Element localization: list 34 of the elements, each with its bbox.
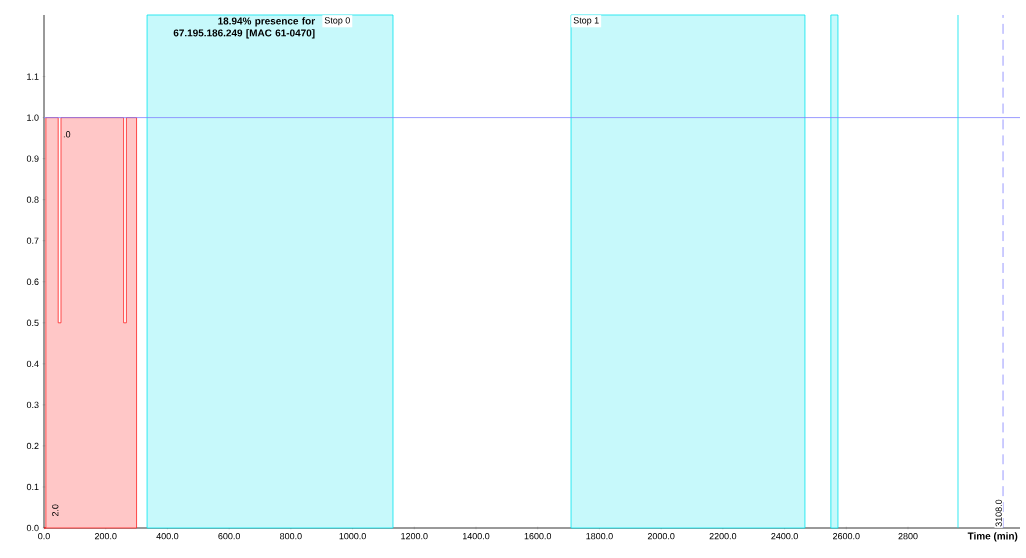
y-tick-label: 1.0 bbox=[27, 114, 39, 121]
x-tick-label: 0.0 bbox=[38, 533, 50, 540]
y-tick-label: 1.1 bbox=[27, 73, 39, 80]
x-axis-title: Time (min) bbox=[967, 532, 1018, 542]
annotation: 2.0 bbox=[52, 504, 59, 517]
x-tick-label: 2600.0 bbox=[833, 533, 860, 540]
x-tick-label: 200.0 bbox=[94, 533, 117, 540]
x-tick-label: 2000.0 bbox=[647, 533, 675, 540]
x-tick-label: 1400.0 bbox=[462, 533, 490, 540]
band-label: Stop 1 bbox=[573, 17, 599, 26]
y-tick-label: 0.0 bbox=[26, 524, 39, 532]
y-tick-label: 0.3 bbox=[26, 401, 39, 409]
y-tick-label: 0.8 bbox=[26, 196, 39, 203]
text: 18.94% presence for 67.195.186.249 [MAC 61-0470] bbox=[173, 17, 315, 39]
y-tick-label: 0.5 bbox=[26, 319, 39, 326]
annotation: .0 bbox=[63, 131, 71, 138]
y-tick-label: 0.4 bbox=[26, 360, 39, 368]
y-tick-label: 0.6 bbox=[26, 278, 39, 285]
x-tick-label: 2800 bbox=[898, 533, 918, 540]
band-label: Stop 0 bbox=[324, 17, 350, 26]
x-tick-label: 1000.0 bbox=[339, 533, 366, 540]
y-tick-label: 0.1 bbox=[26, 483, 39, 491]
x-tick-label: 400.0 bbox=[156, 533, 179, 540]
x-tick-label: 1200.0 bbox=[401, 533, 428, 540]
ref-line-label: 3108.0 bbox=[995, 499, 1002, 527]
y-tick-label: 0.2 bbox=[26, 442, 39, 450]
x-tick-label: 2200.0 bbox=[709, 533, 737, 540]
x-tick-label: 1600.0 bbox=[524, 533, 552, 540]
x-tick-label: 800.0 bbox=[280, 533, 302, 540]
x-tick-label: 2400.0 bbox=[771, 533, 798, 540]
y-tick-label: 0.9 bbox=[26, 155, 39, 162]
x-tick-label: 600.0 bbox=[218, 533, 241, 540]
y-tick-label: 0.7 bbox=[26, 237, 39, 244]
x-tick-label: 1800.0 bbox=[586, 533, 613, 540]
